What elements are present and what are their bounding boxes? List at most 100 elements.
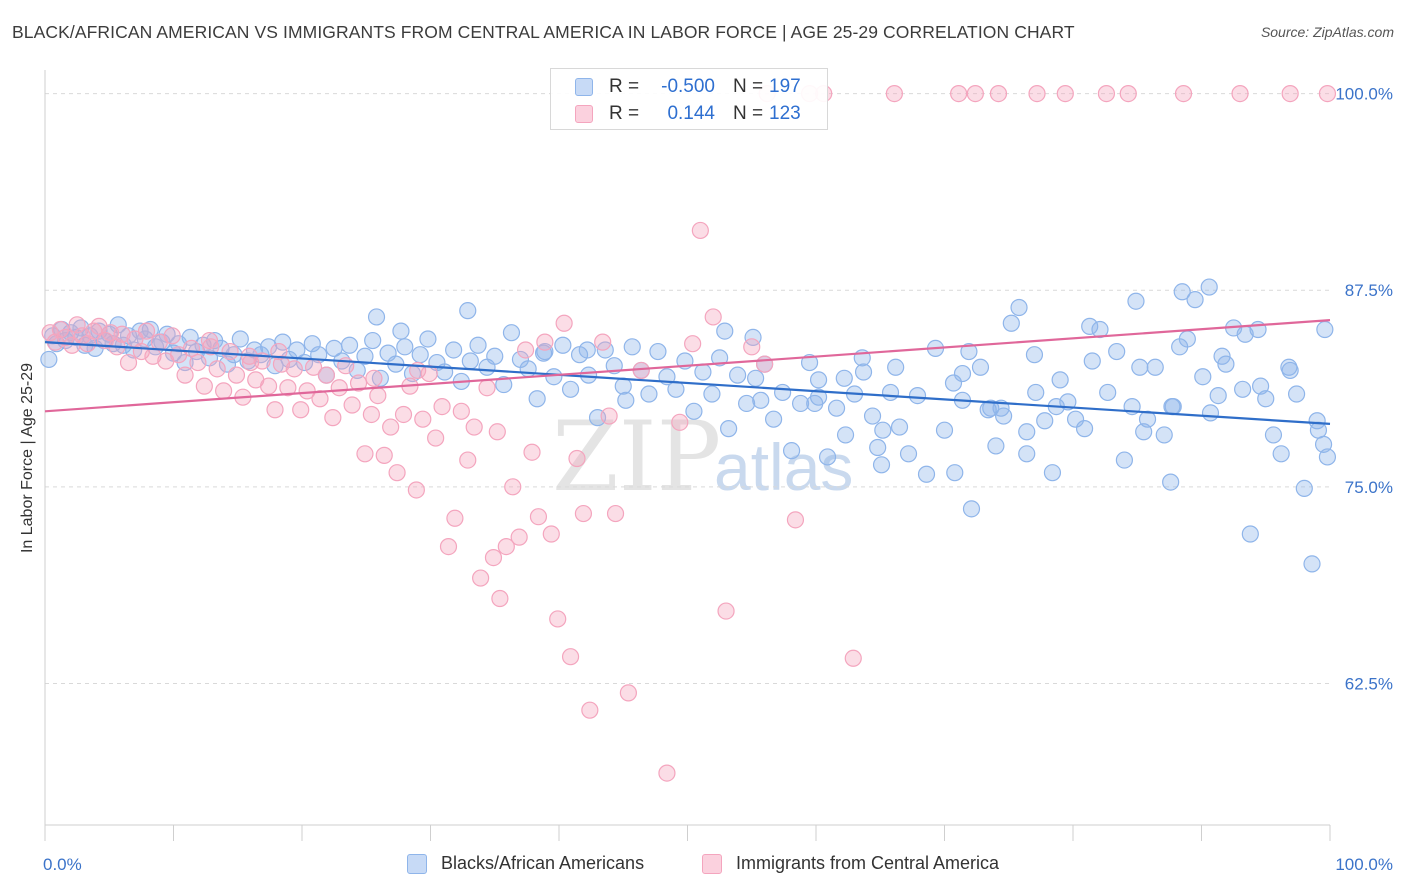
data-point <box>684 335 702 353</box>
data-point <box>68 316 86 334</box>
legend-swatch-blue <box>407 854 427 874</box>
data-point <box>461 352 479 370</box>
data-point <box>1115 451 1134 469</box>
data-point <box>1135 423 1153 441</box>
data-point <box>356 445 374 463</box>
data-point <box>227 366 246 384</box>
data-points <box>40 84 1337 782</box>
data-point <box>1043 464 1062 482</box>
r-label: R = <box>609 76 640 97</box>
data-point <box>356 347 374 365</box>
r-value: -0.500 <box>661 76 715 97</box>
data-point <box>1036 412 1054 430</box>
data-point <box>137 322 156 340</box>
data-point <box>259 377 278 395</box>
data-point <box>218 355 237 373</box>
data-point <box>528 390 546 408</box>
data-point <box>764 410 783 428</box>
data-point <box>935 421 954 439</box>
data-point <box>872 456 891 474</box>
data-point <box>1075 420 1094 438</box>
data-point <box>189 353 207 372</box>
data-point <box>1252 377 1270 395</box>
data-point <box>594 333 612 351</box>
data-point <box>488 423 506 441</box>
data-point <box>274 333 292 351</box>
data-point <box>1295 479 1313 497</box>
data-point <box>542 525 560 543</box>
data-point <box>874 421 892 439</box>
axes <box>44 70 1331 841</box>
data-point <box>392 322 410 340</box>
data-point <box>752 391 770 409</box>
data-point <box>208 360 226 378</box>
data-point <box>545 368 563 386</box>
data-point <box>504 478 522 496</box>
data-point <box>890 418 909 436</box>
data-point <box>1186 291 1204 309</box>
data-point <box>1281 84 1299 103</box>
data-point <box>452 402 470 420</box>
data-point <box>364 331 382 350</box>
data-point <box>946 464 964 482</box>
data-point <box>1051 371 1069 389</box>
data-point <box>200 331 219 350</box>
data-point <box>1097 84 1116 103</box>
data-point <box>1194 368 1212 386</box>
data-point <box>1217 355 1235 373</box>
data-point <box>242 353 260 372</box>
data-point <box>324 409 342 427</box>
data-point <box>469 336 487 354</box>
data-point <box>1200 278 1218 296</box>
data-point <box>270 342 288 361</box>
data-point <box>716 322 734 340</box>
data-point <box>1091 320 1109 339</box>
data-point <box>863 407 882 425</box>
data-point <box>1146 358 1164 376</box>
data-point <box>266 401 284 419</box>
data-point <box>1303 555 1321 573</box>
data-point <box>292 401 310 419</box>
legend-label: Blacks/African Americans <box>441 853 645 873</box>
data-point <box>1081 317 1099 335</box>
data-point <box>231 330 249 348</box>
data-point <box>446 509 464 527</box>
data-point <box>396 338 414 356</box>
data-point <box>549 610 567 628</box>
data-point <box>85 322 103 340</box>
data-point <box>495 375 513 394</box>
data-point <box>782 442 801 460</box>
data-point <box>367 308 386 326</box>
data-point <box>743 338 761 356</box>
data-point <box>809 371 828 389</box>
data-point <box>786 511 805 529</box>
data-point <box>1018 423 1036 441</box>
data-point <box>419 330 437 348</box>
data-point <box>917 465 936 483</box>
data-point <box>365 369 383 387</box>
trend-line-central-america <box>44 318 1331 413</box>
data-point <box>1234 380 1252 398</box>
data-point <box>362 405 380 424</box>
data-point <box>119 353 138 372</box>
data-point <box>510 528 528 546</box>
watermark-atlas: atlas <box>714 430 853 504</box>
data-point <box>1272 445 1290 463</box>
data-point <box>887 358 905 376</box>
data-point <box>298 382 316 400</box>
data-point <box>1173 283 1191 301</box>
data-point <box>445 341 463 359</box>
data-point <box>971 358 990 376</box>
trend-line-black <box>44 341 1331 426</box>
data-point <box>1308 412 1326 430</box>
data-point <box>962 500 981 518</box>
data-point <box>1164 398 1182 416</box>
data-point <box>523 443 541 461</box>
data-point <box>1027 383 1045 402</box>
data-point <box>1174 84 1193 103</box>
data-point <box>465 418 483 436</box>
data-point <box>491 589 509 608</box>
data-point <box>703 385 721 403</box>
data-point <box>113 325 131 343</box>
data-point <box>176 366 194 384</box>
